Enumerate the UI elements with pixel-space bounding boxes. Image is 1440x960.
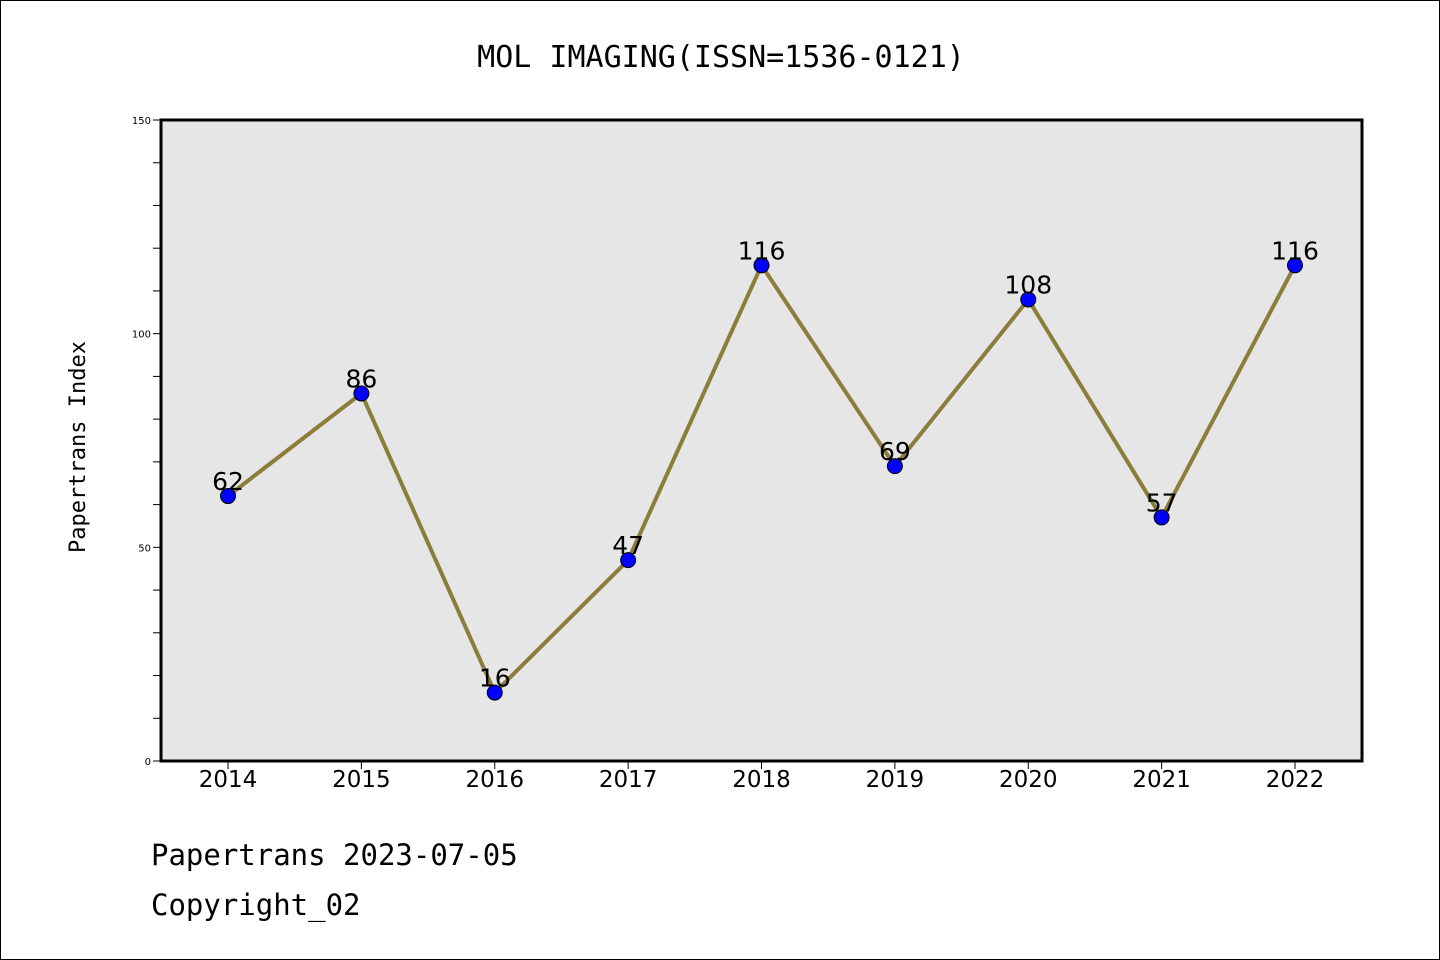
footer-copyright: Copyright_02 [151, 888, 361, 923]
y-tick-label: 0 [145, 757, 151, 768]
x-tick-label: 2015 [332, 767, 391, 793]
y-axis-label: Papertrans Index [66, 341, 91, 553]
x-tick-label: 2019 [866, 767, 925, 793]
chart-title: MOL IMAGING(ISSN=1536-0121) [477, 40, 965, 75]
data-point [220, 488, 236, 505]
footer-date: Papertrans 2023-07-05 [151, 838, 518, 872]
data-point [1020, 291, 1037, 308]
data-label: 116 [738, 236, 786, 265]
data-label: 62 [212, 467, 244, 496]
data-label: 108 [1004, 270, 1052, 299]
x-tick-label: 2021 [1132, 767, 1191, 793]
y-tick-label: 150 [132, 116, 151, 127]
data-labels: 62 86 16 47 116 69 108 57 116 [212, 236, 1319, 692]
data-point [886, 458, 903, 475]
data-label: 86 [345, 364, 377, 393]
data-label: 116 [1271, 236, 1319, 265]
x-tick-label: 2017 [599, 767, 658, 793]
data-label: 69 [879, 437, 911, 466]
x-tick-label: 2014 [199, 767, 258, 793]
x-tick-label: 2022 [1266, 767, 1325, 793]
x-axis-ticks: 2014 2015 2016 2017 2018 2019 2020 2021 2022 [199, 761, 1325, 793]
y-axis-ticks: 0 50 100 150 [132, 116, 161, 768]
x-tick-label: 2016 [465, 767, 524, 793]
data-points [220, 257, 1303, 701]
data-label: 47 [612, 531, 644, 560]
data-label: 16 [479, 664, 511, 693]
data-point [753, 257, 770, 274]
y-tick-label: 100 [132, 330, 151, 341]
data-point [486, 684, 503, 701]
plot-area [159, 118, 1364, 763]
data-point [1153, 509, 1170, 526]
x-tick-label: 2018 [732, 767, 791, 793]
x-tick-label: 2020 [999, 767, 1058, 793]
data-point [353, 385, 370, 402]
data-point [1287, 257, 1303, 274]
data-point [620, 552, 637, 569]
data-label: 57 [1146, 488, 1178, 517]
y-tick-label: 50 [138, 543, 151, 554]
